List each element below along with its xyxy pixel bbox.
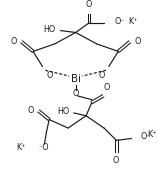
Text: O: O (86, 0, 92, 9)
Text: O⁻: O⁻ (114, 17, 125, 26)
Text: K⁺: K⁺ (16, 143, 25, 153)
Text: O: O (98, 71, 104, 80)
Text: Bi: Bi (71, 74, 81, 84)
Text: K⁺: K⁺ (148, 130, 157, 139)
Text: O: O (11, 37, 17, 46)
Text: O: O (47, 71, 53, 80)
Text: O: O (73, 89, 79, 98)
Text: HO: HO (44, 25, 56, 34)
Text: ⁻O: ⁻O (38, 143, 49, 153)
Text: O: O (134, 37, 141, 46)
Text: O: O (104, 83, 110, 92)
Text: HO: HO (57, 108, 69, 116)
Text: K⁺: K⁺ (129, 17, 138, 26)
Text: O: O (28, 106, 34, 115)
Text: O⁻: O⁻ (141, 132, 152, 141)
Text: O: O (112, 157, 119, 165)
